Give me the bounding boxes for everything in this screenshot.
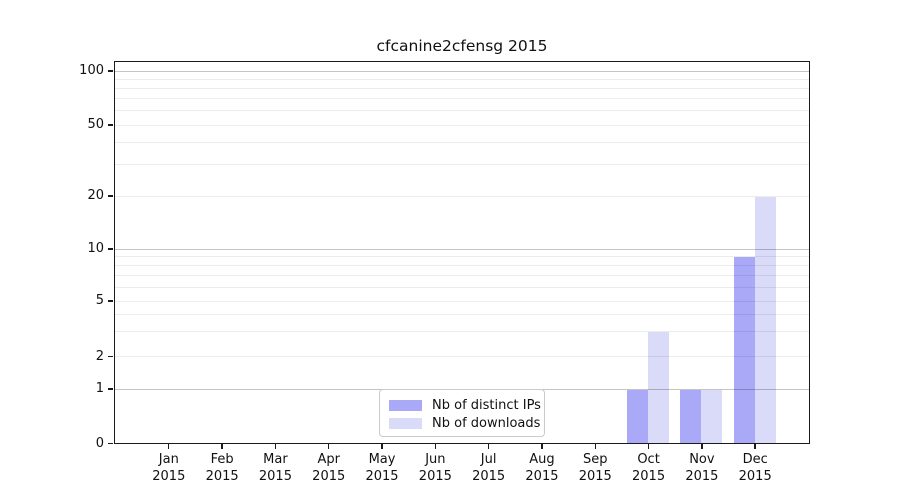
x-tick-mark-mar	[274, 444, 277, 449]
x-tick-mark-jun	[434, 444, 437, 449]
bar-distinct-ips-nov	[680, 389, 702, 443]
x-tick-label-dec: Dec 2015	[738, 452, 772, 484]
gridline-y-6	[115, 286, 809, 288]
y-tick-label-50: 50	[87, 117, 104, 132]
gridline-y-20	[115, 195, 809, 197]
y-tick-label-5: 5	[95, 293, 104, 308]
x-tick-label-apr: Apr 2015	[312, 452, 346, 484]
legend-swatch-downloads	[389, 417, 422, 429]
y-tick-label-2: 2	[95, 348, 104, 364]
x-tick-mark-jul	[487, 444, 490, 449]
x-tick-mark-may	[381, 444, 383, 449]
x-tick-mark-jan	[168, 444, 170, 449]
gridline-y-9	[115, 256, 809, 258]
legend-label-distinct-ips: Nb of distinct IPs	[432, 397, 541, 413]
plot-area	[114, 61, 810, 444]
y-tick-mark-50	[108, 124, 113, 126]
gridline-y-50	[115, 124, 809, 126]
gridline-y-2	[115, 356, 809, 357]
bar-downloads-dec	[754, 196, 776, 443]
y-tick-mark-0	[108, 442, 113, 445]
x-tick-mark-feb	[221, 444, 223, 449]
y-tick-mark-1	[108, 388, 113, 390]
gridline-y-7	[115, 275, 809, 277]
gridline-y-70	[115, 98, 809, 100]
x-tick-label-nov: Nov 2015	[685, 452, 719, 484]
legend-swatch-distinct-ips	[389, 399, 422, 411]
gridline-y-90	[115, 78, 809, 80]
x-tick-label-may: May 2015	[365, 452, 399, 484]
bar-downloads-oct	[648, 332, 670, 443]
x-tick-label-oct: Oct 2015	[632, 452, 666, 484]
legend-item-distinct-ips: Nb of distinct IPs	[389, 396, 541, 414]
x-tick-label-jul: Jul 2015	[472, 452, 506, 484]
bar-downloads-nov	[701, 389, 723, 443]
y-tick-label-1: 1	[95, 381, 104, 396]
y-tick-mark-100	[108, 70, 113, 72]
gridline-y-8	[115, 265, 809, 267]
x-tick-label-feb: Feb 2015	[205, 452, 239, 484]
gridline-y-80	[115, 87, 809, 89]
x-tick-mark-sep	[594, 444, 596, 449]
gridline-y-30	[115, 164, 809, 166]
y-tick-mark-2	[108, 355, 113, 358]
chart-title: cfcanine2cfensg 2015	[376, 37, 548, 55]
y-tick-label-20: 20	[87, 188, 104, 203]
y-tick-mark-20	[108, 195, 113, 197]
bar-distinct-ips-oct	[627, 389, 649, 443]
x-tick-mark-dec	[754, 444, 756, 449]
gridline-y-60	[115, 110, 809, 112]
gridline-y-40	[115, 141, 809, 143]
x-tick-label-sep: Sep 2015	[578, 452, 612, 484]
gridline-y-3	[115, 331, 809, 333]
y-tick-mark-10	[108, 248, 113, 250]
y-tick-label-100: 100	[79, 63, 104, 78]
y-tick-label-0: 0	[95, 435, 104, 451]
x-tick-label-mar: Mar 2015	[258, 452, 292, 484]
x-tick-label-jan: Jan 2015	[152, 452, 186, 484]
legend-label-downloads: Nb of downloads	[432, 415, 541, 431]
gridline-y-10	[115, 248, 809, 250]
x-tick-mark-nov	[701, 444, 703, 449]
bar-distinct-ips-dec	[733, 257, 755, 443]
gridline-y-5	[115, 300, 809, 302]
x-tick-mark-apr	[328, 444, 330, 449]
gridline-y-100	[115, 70, 809, 72]
y-tick-mark-5	[108, 300, 113, 302]
legend: Nb of distinct IPs Nb of downloads	[379, 389, 545, 437]
legend-item-downloads: Nb of downloads	[389, 414, 540, 432]
x-tick-mark-aug	[541, 444, 543, 449]
x-tick-label-aug: Aug 2015	[525, 452, 559, 484]
x-tick-mark-oct	[647, 444, 650, 449]
x-tick-label-jun: Jun 2015	[418, 452, 452, 484]
y-tick-label-10: 10	[87, 241, 104, 256]
gridline-y-4	[115, 314, 809, 316]
